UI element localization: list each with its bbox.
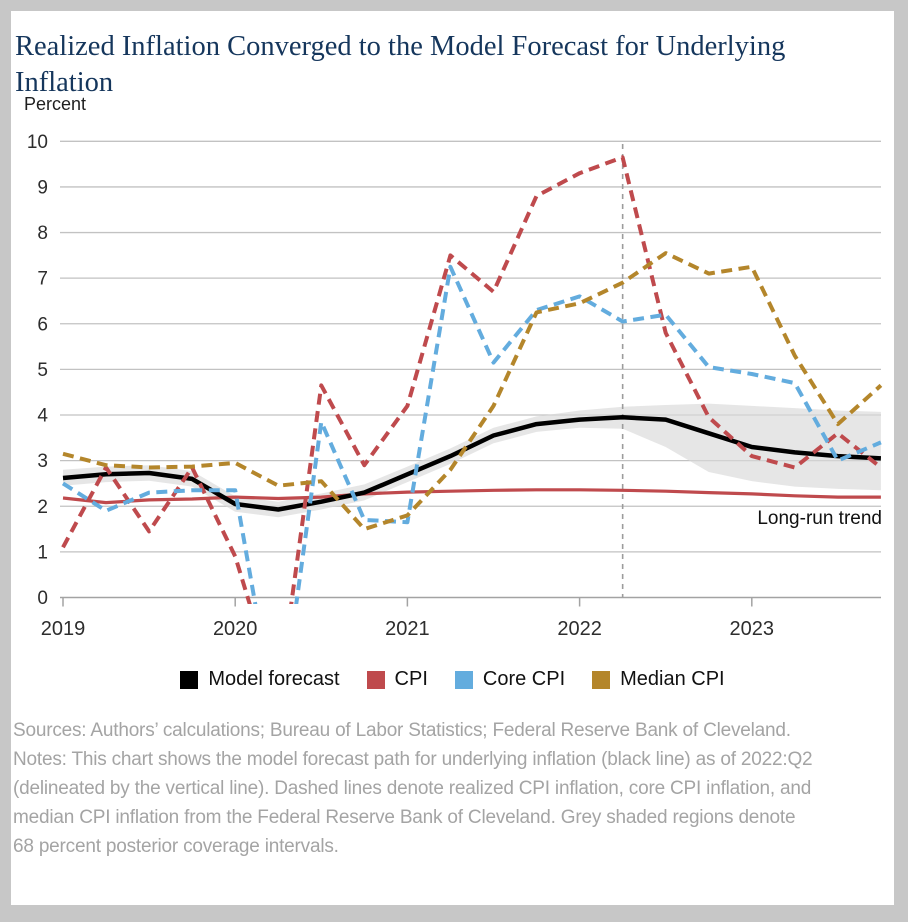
legend-swatch-model-forecast — [180, 670, 199, 689]
legend-swatch-median-cpi — [592, 670, 611, 689]
legend-swatch-cpi — [366, 670, 385, 689]
notes-text: Notes: This chart shows the model foreca… — [13, 749, 813, 857]
sources-text: Sources: Authors’ calculations; Bureau o… — [13, 720, 791, 741]
legend-item-median-cpi: Median CPI — [592, 668, 725, 691]
legend-item-cpi: CPI — [366, 668, 428, 691]
chart-legend: Model forecast CPI Core CPI Median CPI — [11, 668, 894, 691]
legend-label: Model forecast — [208, 668, 340, 690]
legend-item-core-cpi: Core CPI — [454, 668, 566, 691]
legend-label: CPI — [394, 668, 428, 690]
legend-swatch-core-cpi — [454, 670, 473, 689]
footer-notes: Sources: Authors’ calculations; Bureau o… — [13, 716, 813, 861]
page-title: Realized Inflation Converged to the Mode… — [15, 31, 786, 99]
y-axis-unit-label: Percent — [24, 94, 87, 114]
legend-item-model-forecast: Model forecast — [180, 668, 340, 691]
legend-label: Median CPI — [620, 668, 725, 690]
long-run-trend-annotation: Long-run trend — [757, 508, 882, 529]
legend-label: Core CPI — [482, 668, 566, 690]
